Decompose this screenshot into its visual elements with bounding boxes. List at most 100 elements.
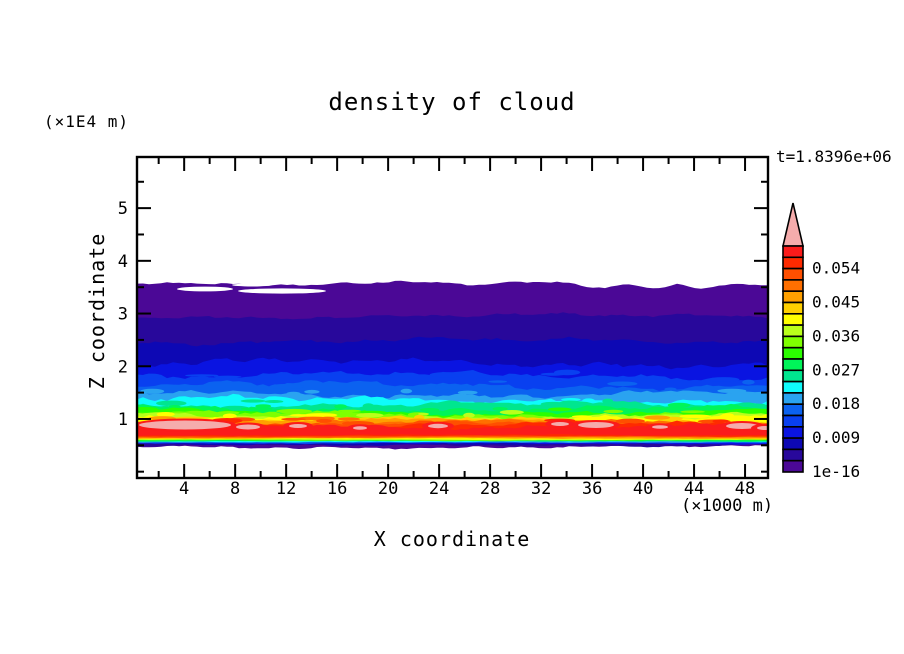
contour-speckle <box>204 401 233 406</box>
contour-speckle <box>255 404 272 409</box>
x-tick-label: 44 <box>684 479 704 499</box>
contour-speckle <box>240 399 266 403</box>
contour-speckle <box>457 390 478 395</box>
contour-speckle <box>213 375 242 378</box>
contour-speckle <box>614 376 645 382</box>
contour-speckle <box>561 398 581 402</box>
colorbar-cell <box>782 312 804 326</box>
x-tick-label: 32 <box>531 479 551 499</box>
plot-border <box>135 155 770 480</box>
x-axis-unit-label: (×1000 m) <box>681 496 774 516</box>
colorbar-cell <box>782 448 804 462</box>
contour-speckle <box>664 387 677 391</box>
contour-speckle <box>492 407 508 411</box>
cloud-top-gap <box>232 283 272 287</box>
contour-speckle <box>667 402 691 408</box>
colorbar-label: 0.009 <box>812 428 860 447</box>
colorbar-label: 0.045 <box>812 293 860 312</box>
contour-speckle <box>264 400 284 403</box>
z-tick-label: 2 <box>118 357 128 377</box>
contour-speckle <box>290 414 315 417</box>
contour-speckle <box>356 413 384 418</box>
colorbar-cell <box>782 403 804 417</box>
colorbar-cell <box>782 459 804 473</box>
contour-speckle <box>644 415 671 420</box>
y-tick-labels: 1 2 3 4 5 <box>118 199 128 430</box>
colorbar-cell <box>782 279 804 292</box>
max-density-blob <box>236 424 260 430</box>
contour-speckle <box>419 408 440 412</box>
contour-speckle <box>499 410 524 415</box>
max-density-blob <box>289 424 307 428</box>
z-tick-label: 4 <box>118 252 128 272</box>
contour-speckle <box>475 377 487 381</box>
contour-speckle <box>721 413 735 419</box>
contour-speckle <box>276 408 312 414</box>
x-tick-labels: 4 8 12 16 20 24 28 32 36 40 44 48 <box>179 479 755 499</box>
axis-ticks <box>137 157 768 478</box>
x-tick-label: 24 <box>429 479 449 499</box>
colorbar-cell <box>782 392 804 405</box>
contour-speckle <box>679 414 712 419</box>
z-tick-label: 3 <box>118 305 128 325</box>
x-tick-label: 40 <box>633 479 653 499</box>
contour-speckle <box>168 405 181 409</box>
z-tick-label: 5 <box>118 199 128 219</box>
contour-speckle <box>429 372 465 378</box>
colorbar-arrow <box>781 202 805 247</box>
plot-title: density of cloud <box>328 88 576 116</box>
contour-speckle <box>708 377 740 382</box>
contour-speckle <box>463 412 475 418</box>
colorbar-cell <box>782 267 804 281</box>
contour-speckle <box>286 391 301 396</box>
contour-speckle <box>216 411 240 415</box>
contour-speckle <box>607 381 638 387</box>
contour-speckle <box>571 415 592 418</box>
contour-speckle <box>717 388 747 394</box>
contour-speckle <box>602 398 614 404</box>
max-density-blob <box>757 426 768 430</box>
colorbar-cell <box>782 369 804 383</box>
contour-speckle <box>742 379 755 385</box>
cloud-top-gap <box>177 286 233 292</box>
colorbar-cell <box>782 290 804 304</box>
max-density-blob <box>551 422 569 426</box>
contour-speckle <box>547 407 572 412</box>
x-tick-label: 20 <box>378 479 398 499</box>
timestamp-label: t=1.8396e+06 <box>776 147 892 166</box>
contour-speckle <box>321 399 339 403</box>
contour-speckle <box>156 412 175 417</box>
contour-speckle <box>304 389 320 394</box>
colorbar-cell <box>782 346 804 360</box>
x-axis-title: X coordinate <box>373 527 531 551</box>
colorbar <box>781 202 805 473</box>
contour-speckle <box>337 417 360 421</box>
contour-band <box>137 422 768 436</box>
contour-speckle <box>316 418 332 423</box>
max-density-blob <box>353 426 367 430</box>
colorbar-cell <box>782 425 804 439</box>
contour-speckle <box>362 403 375 409</box>
colorbar-cell <box>782 301 804 315</box>
contour-speckle <box>304 413 338 418</box>
contour-speckle <box>603 409 624 414</box>
x-tick-label: 8 <box>230 479 240 499</box>
x-tick-label: 16 <box>327 479 347 499</box>
contour-speckle <box>435 384 468 390</box>
colorbar-label: 0.036 <box>812 326 860 345</box>
colorbar-label: 1e-16 <box>812 462 860 481</box>
contour-speckle <box>680 410 705 414</box>
contour-speckle <box>744 403 766 406</box>
x-tick-label: 28 <box>480 479 500 499</box>
contour-speckle <box>334 404 347 409</box>
contour-speckle <box>185 374 219 377</box>
z-tick-label: 1 <box>118 410 128 430</box>
colorbar-cell <box>782 380 804 394</box>
colorbar-label: 0.018 <box>812 394 860 413</box>
contour-speckle <box>222 413 237 419</box>
colorbar-label: 0.027 <box>812 360 860 379</box>
plot-frame <box>135 155 770 480</box>
colorbar-cell <box>782 245 804 259</box>
